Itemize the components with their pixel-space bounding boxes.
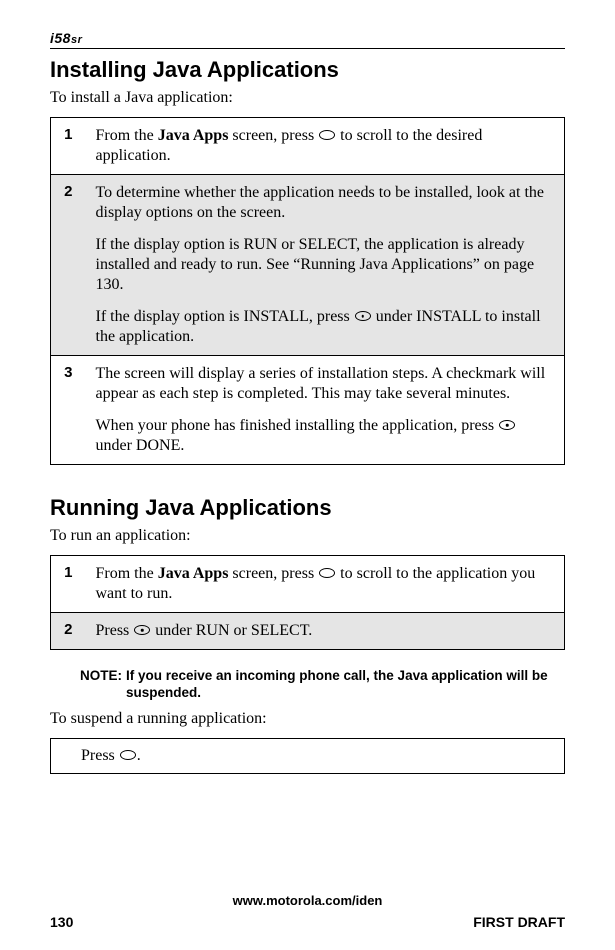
step-number: 3: [51, 356, 86, 465]
spacer: [96, 404, 555, 416]
softkey-icon: [355, 311, 371, 321]
step-text: Press: [81, 747, 119, 764]
suspend-intro: To suspend a running application:: [50, 710, 565, 728]
installing-intro: To install a Java application:: [50, 89, 565, 107]
installing-steps-table: 1 From the Java Apps screen, press to sc…: [50, 117, 565, 465]
nav-key-icon: [319, 130, 335, 140]
device-model-logo: i58sr: [50, 30, 565, 46]
spacer: [96, 295, 555, 307]
step-text-bold: Java Apps: [158, 565, 229, 582]
step-text-bold: Java Apps: [158, 127, 229, 144]
section-running-title: Running Java Applications: [50, 495, 565, 521]
step-row-3: 3 The screen will display a series of in…: [51, 356, 565, 465]
step-para: The screen will display a series of inst…: [96, 365, 546, 402]
step-para: If the display option is RUN or SELECT, …: [96, 236, 535, 293]
step-number: 2: [51, 613, 86, 650]
step-text: under DONE.: [96, 437, 185, 454]
step-text: From the: [96, 565, 158, 582]
running-intro: To run an application:: [50, 527, 565, 545]
running-steps-table: 1 From the Java Apps screen, press to sc…: [50, 555, 565, 650]
draft-label: FIRST DRAFT: [473, 914, 565, 930]
footer-url: www.motorola.com/iden: [50, 893, 565, 908]
softkey-icon: [134, 625, 150, 635]
step-row-2: 2 To determine whether the application n…: [51, 175, 565, 356]
logo-num: 58: [54, 30, 71, 46]
nav-key-icon: [319, 568, 335, 578]
note-label: NOTE:: [80, 668, 122, 702]
step-text: From the: [96, 127, 158, 144]
step-text: Press: [96, 622, 134, 639]
step-content: The screen will display a series of inst…: [86, 356, 565, 465]
end-key-icon: [120, 750, 136, 760]
suspend-content: Press .: [51, 738, 565, 773]
step-number: 1: [51, 556, 86, 613]
suspend-row: Press .: [51, 738, 565, 773]
step-content: Press under RUN or SELECT.: [86, 613, 565, 650]
step-content: From the Java Apps screen, press to scro…: [86, 118, 565, 175]
step-para: To determine whether the application nee…: [96, 184, 545, 221]
logo-suffix: sr: [71, 34, 82, 46]
step-text: When your phone has finished installing …: [96, 417, 499, 434]
step-number: 1: [51, 118, 86, 175]
page-number: 130: [50, 914, 73, 930]
step-row-2: 2 Press under RUN or SELECT.: [51, 613, 565, 650]
step-content: To determine whether the application nee…: [86, 175, 565, 356]
header-divider: [50, 48, 565, 49]
step-row-1: 1 From the Java Apps screen, press to sc…: [51, 118, 565, 175]
suspend-table: Press .: [50, 738, 565, 774]
footer-row: 130 FIRST DRAFT: [50, 914, 565, 930]
softkey-icon: [499, 420, 515, 430]
step-content: From the Java Apps screen, press to scro…: [86, 556, 565, 613]
step-text: screen, press: [228, 565, 318, 582]
step-text: under RUN or SELECT.: [151, 622, 312, 639]
note-block: NOTE: If you receive an incoming phone c…: [80, 668, 565, 702]
step-row-1: 1 From the Java Apps screen, press to sc…: [51, 556, 565, 613]
step-text: screen, press: [228, 127, 318, 144]
step-text: .: [137, 747, 141, 764]
note-text: If you receive an incoming phone call, t…: [126, 668, 565, 702]
step-number: 2: [51, 175, 86, 356]
section-installing-title: Installing Java Applications: [50, 57, 565, 83]
page-footer: www.motorola.com/iden 130 FIRST DRAFT: [50, 893, 565, 930]
step-text: If the display option is INSTALL, press: [96, 308, 354, 325]
spacer: [96, 223, 555, 235]
